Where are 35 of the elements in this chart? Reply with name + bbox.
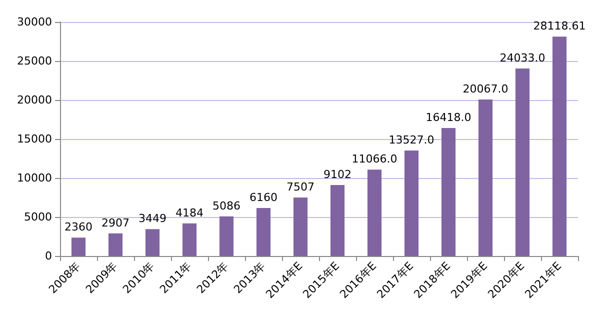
- y-tick-label: 30000: [17, 16, 52, 28]
- bar: [219, 216, 234, 256]
- data-label: 13527.0: [388, 133, 434, 146]
- bar: [256, 208, 271, 256]
- y-tick-label: 10000: [17, 172, 52, 184]
- bar: [552, 36, 567, 256]
- y-tick-label: 25000: [17, 54, 52, 68]
- y-tick-label: 20000: [17, 94, 52, 106]
- data-label: 24033.0: [500, 52, 546, 65]
- data-label: 7507: [286, 180, 314, 194]
- bar: [367, 170, 382, 256]
- bar: [293, 197, 308, 256]
- data-label: 3449: [138, 212, 166, 226]
- bar: [108, 233, 123, 256]
- bar: [515, 68, 530, 256]
- bar: [441, 128, 456, 256]
- data-label: 6160: [250, 190, 278, 204]
- bar: [71, 238, 86, 256]
- y-tick-label: 5000: [24, 210, 52, 224]
- data-label: 4184: [176, 206, 204, 220]
- data-label: 11066.0: [352, 152, 398, 166]
- data-label: 2907: [102, 216, 130, 230]
- data-label: 2360: [64, 220, 92, 234]
- bar: [404, 150, 419, 256]
- data-label: 5086: [212, 199, 240, 212]
- y-tick-label: 15000: [17, 132, 52, 146]
- data-label: 9102: [324, 168, 352, 182]
- bar: [145, 229, 160, 256]
- data-label: 28118.61: [533, 20, 586, 33]
- data-label: 16418.0: [426, 110, 472, 124]
- bar: [478, 99, 493, 256]
- bar: [182, 223, 197, 256]
- data-label: 20067.0: [462, 82, 508, 96]
- y-tick-label: 0: [45, 250, 52, 262]
- bar: [330, 185, 345, 256]
